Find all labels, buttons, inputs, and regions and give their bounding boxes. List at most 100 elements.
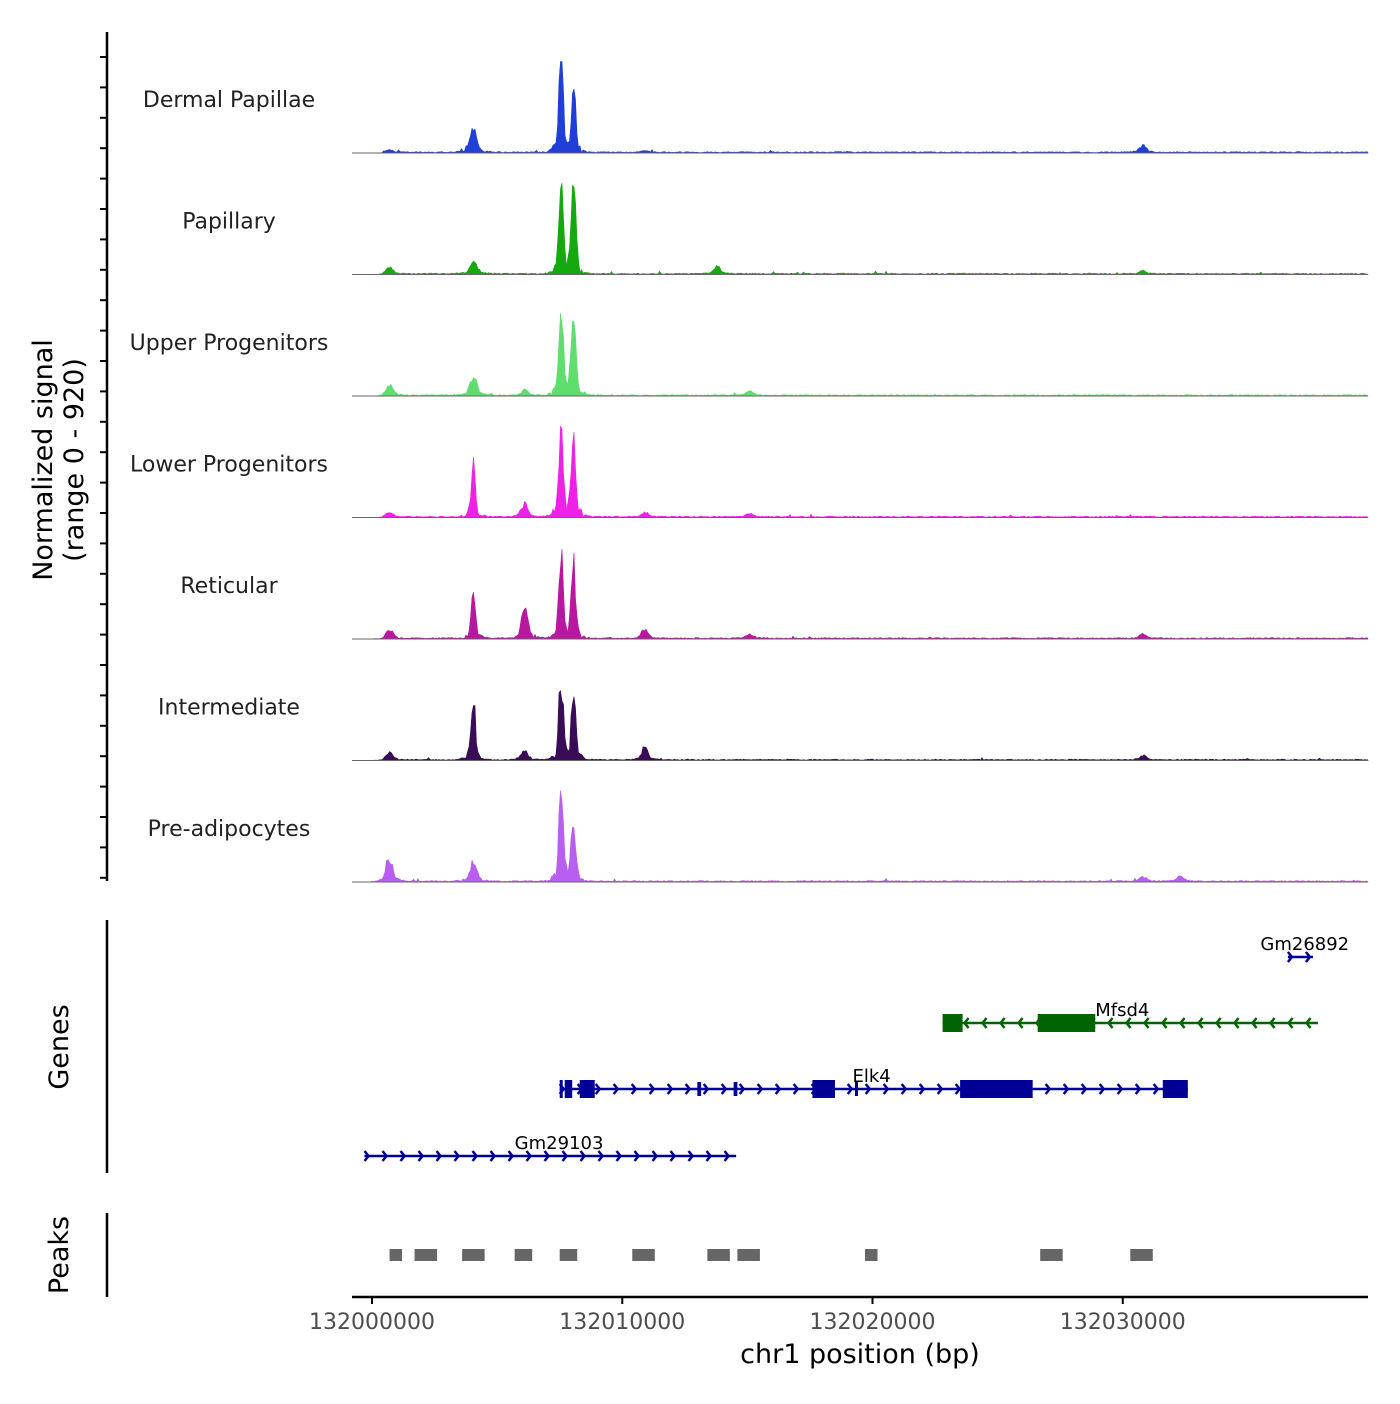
strand-chevron (381, 1150, 389, 1162)
strand-chevron (1160, 1017, 1168, 1029)
signal-area (352, 690, 1369, 761)
peak-region (1040, 1249, 1063, 1261)
strand-chevron (1080, 1083, 1088, 1095)
strand-chevron (918, 1083, 926, 1095)
strand-chevron (1304, 951, 1312, 963)
strand-chevron (1134, 1083, 1142, 1095)
signal-axis (100, 32, 109, 881)
track-intermediate: Intermediate (158, 690, 1369, 761)
x-tick-label: 132010000 (559, 1310, 685, 1335)
strand-chevron (1214, 1017, 1222, 1029)
gene-label: Gm26892 (1260, 934, 1349, 955)
exon (960, 1080, 1033, 1098)
peak-track (105, 1213, 1153, 1297)
strand-chevron (489, 1150, 497, 1162)
x-tick-label: 132020000 (810, 1310, 936, 1335)
strand-chevron (1268, 1017, 1276, 1029)
track-dermal-papillae: Dermal Papillae (143, 61, 1369, 154)
gene-label: Mfsd4 (1095, 1000, 1149, 1021)
signal-area (352, 425, 1369, 518)
strand-chevron (998, 1017, 1006, 1029)
exon (812, 1080, 835, 1098)
track-label: Pre-adipocytes (148, 817, 311, 842)
track-label: Dermal Papillae (143, 88, 315, 113)
strand-chevron (954, 1083, 962, 1095)
exon (733, 1082, 738, 1096)
peak-region (559, 1249, 578, 1261)
x-axis: 132000000 132010000 132020000 132030000 (309, 1295, 1368, 1335)
peaks-track-title: Peaks (44, 1216, 75, 1294)
strand-chevron (1142, 1017, 1150, 1029)
strand-chevron (417, 1150, 425, 1162)
strand-chevron (962, 1017, 970, 1029)
signal-tracks: Dermal Papillae Papillary Upper Progenitor… (130, 61, 1369, 883)
strand-chevron (846, 1083, 854, 1095)
peak-region (865, 1249, 878, 1261)
exon (559, 1080, 563, 1098)
x-axis-title: chr1 position (bp) (740, 1339, 980, 1370)
track-pre-adipocytes: Pre-adipocytes (148, 790, 1369, 883)
gene-track: Gm26892 Mfsd4 Elk4 Gm29103 (105, 920, 1349, 1173)
strand-chevron (633, 1150, 641, 1162)
strand-chevron (651, 1150, 659, 1162)
x-tick-label: 132030000 (1060, 1310, 1186, 1335)
strand-chevron (864, 1083, 872, 1095)
strand-chevron (882, 1083, 890, 1095)
strand-chevron (1044, 1083, 1052, 1095)
gene-elk4: Elk4 (558, 1066, 1188, 1098)
strand-chevron (666, 1083, 674, 1095)
strand-chevron (792, 1083, 800, 1095)
strand-chevron (1286, 951, 1294, 963)
peak-region (514, 1249, 533, 1261)
strand-chevron (684, 1083, 692, 1095)
peak-region (632, 1249, 655, 1261)
strand-chevron (630, 1083, 638, 1095)
strand-chevron (612, 1083, 620, 1095)
exon (579, 1080, 595, 1098)
strand-chevron (774, 1083, 782, 1095)
signal-area (352, 548, 1369, 640)
exon (1162, 1080, 1188, 1098)
peak-region (414, 1249, 438, 1261)
gene-mfsd4: Mfsd4 (942, 1000, 1318, 1032)
track-label: Reticular (180, 574, 278, 599)
signal-area (352, 790, 1369, 883)
peak-region (389, 1249, 403, 1261)
peak-region (707, 1249, 730, 1261)
signal-axis-title-line-1: Normalized signal (28, 339, 59, 581)
peak-region (737, 1249, 760, 1261)
signal-area (352, 61, 1369, 154)
strand-chevron (525, 1150, 533, 1162)
track-label: Upper Progenitors (130, 331, 329, 356)
track-lower-progenitors: Lower Progenitors (130, 425, 1369, 518)
peak-region (462, 1249, 485, 1261)
exon (854, 1082, 858, 1096)
genes-track-title: Genes (44, 1004, 75, 1089)
gene-gm26892: Gm26892 (1260, 934, 1349, 963)
strand-chevron (1178, 1017, 1186, 1029)
strand-chevron (648, 1083, 656, 1095)
strand-chevron (1124, 1017, 1132, 1029)
strand-chevron (1152, 1083, 1160, 1095)
strand-chevron (738, 1083, 746, 1095)
exon (1037, 1014, 1096, 1032)
gene-label: Elk4 (852, 1066, 890, 1087)
strand-chevron (702, 1083, 710, 1095)
strand-chevron (615, 1150, 623, 1162)
strand-chevron (669, 1150, 677, 1162)
strand-chevron (1016, 1017, 1024, 1029)
exon (564, 1080, 573, 1098)
strand-chevron (399, 1150, 407, 1162)
strand-chevron (435, 1150, 443, 1162)
strand-chevron (1232, 1017, 1240, 1029)
strand-chevron (597, 1150, 605, 1162)
strand-chevron (1116, 1083, 1124, 1095)
strand-chevron (561, 1150, 569, 1162)
exon (697, 1082, 702, 1096)
gene-label: Gm29103 (515, 1133, 604, 1154)
strand-chevron (1304, 1017, 1312, 1029)
gene-gm29103: Gm29103 (363, 1133, 737, 1162)
strand-chevron (900, 1083, 908, 1095)
